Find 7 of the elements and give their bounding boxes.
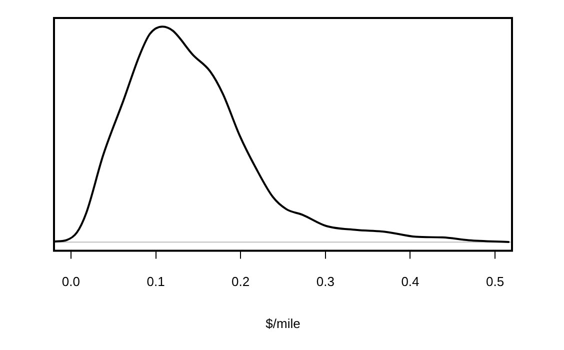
x-tick-label: 0.5 — [486, 274, 504, 290]
x-tick-label: 0.1 — [146, 274, 165, 290]
x-axis-title: $/mile — [266, 316, 300, 331]
x-tick-label: 0.4 — [401, 274, 420, 290]
x-tick-label: 0.0 — [62, 274, 80, 290]
x-tick-label: 0.3 — [316, 274, 334, 290]
x-tick-label: 0.2 — [232, 274, 250, 290]
